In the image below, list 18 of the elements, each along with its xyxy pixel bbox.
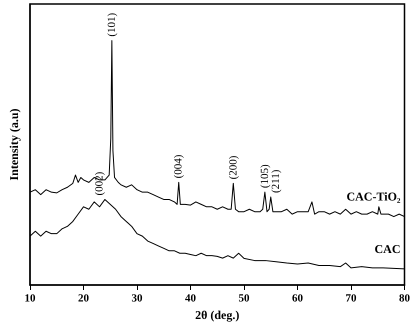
x-tick-label: 70 — [346, 292, 357, 304]
x-tick-label: 40 — [185, 292, 196, 304]
series-label: CAC-TiO₂ — [346, 190, 401, 204]
x-tick-label: 30 — [132, 292, 143, 304]
annotation: (211) — [270, 169, 282, 194]
x-tick-label: 20 — [78, 292, 90, 304]
x-tick-label: 60 — [292, 292, 304, 304]
annotation: (200) — [227, 155, 240, 180]
y-axis-title: Intensity (a.u) — [7, 108, 21, 181]
annotation: (004) — [172, 154, 185, 178]
annotation: (105) — [258, 164, 271, 188]
annotation: (101) — [106, 12, 118, 37]
x-tick-label: 10 — [24, 292, 36, 304]
series-label: CAC — [374, 242, 400, 256]
annotation: (002) — [94, 171, 106, 196]
x-tick-label: 50 — [238, 292, 250, 304]
x-axis-title: 2θ (deg.) — [195, 308, 240, 322]
x-tick-label: 80 — [399, 292, 410, 304]
